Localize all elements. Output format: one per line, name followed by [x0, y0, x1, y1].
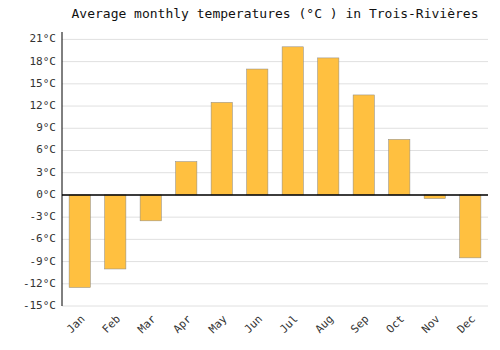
y-tick-label: 21°C [30, 32, 57, 45]
x-tick-label: Jun [242, 313, 265, 336]
x-tick-label: Jul [277, 313, 300, 336]
title: Average monthly temperatures (°C ) in Tr… [72, 6, 479, 21]
x-tick-label: Aug [313, 313, 336, 336]
bar [460, 195, 481, 258]
grid-line [62, 150, 488, 151]
x-tick-label: Mar [135, 312, 159, 336]
y-axis-labels: -15°C -12°C -9°C -6°C -3°C 0°C 3°C 6°C 9°C 12°C 15… [23, 32, 56, 312]
bar [318, 58, 339, 195]
page: {"chart_data": {"type": "bar", "title": … [0, 0, 500, 350]
x-axis-labels: Jan Feb Mar Apr May Jun Jul Aug Sep Oct Nov Dec [64, 312, 478, 336]
y-tick-label: -6°C [30, 232, 57, 245]
bar [211, 102, 232, 195]
y-tick-label: -12°C [23, 277, 56, 290]
x-tick-label: Nov [419, 312, 443, 336]
y-tick-label: -3°C [30, 210, 57, 223]
bar [282, 47, 303, 195]
x-tick-label: Apr [171, 312, 195, 336]
y-tick-label: -9°C [30, 255, 57, 268]
bars [69, 47, 481, 288]
grid-line [62, 39, 488, 40]
x-tick-label: Feb [100, 313, 123, 336]
grid-line [62, 172, 488, 173]
y-axis-line [62, 32, 63, 306]
bar [140, 195, 161, 221]
grid-line [62, 128, 488, 129]
y-tick-label: 3°C [36, 166, 56, 179]
y-tick-label: 0°C [36, 188, 56, 201]
y-tick-label: 18°C [30, 55, 57, 68]
grid-line [62, 194, 488, 195]
bar [176, 162, 197, 195]
grid-line [62, 83, 488, 84]
bar [389, 139, 410, 195]
chart-container: -15°C -12°C -9°C -6°C -3°C 0°C 3°C 6°C 9°C 12°C 15… [0, 0, 500, 350]
grid-line [62, 106, 488, 107]
y-tick-label: 9°C [36, 121, 56, 134]
chart-svg: -15°C -12°C -9°C -6°C -3°C 0°C 3°C 6°C 9°C 12°C 15… [0, 0, 500, 350]
zero-line [62, 194, 488, 196]
y-tick-label: 15°C [30, 77, 57, 90]
grid-line [62, 283, 488, 284]
x-tick-label: Oct [384, 313, 407, 336]
bar [353, 95, 374, 195]
bar [69, 195, 90, 288]
grid-line [62, 61, 488, 62]
grid-line [62, 306, 488, 307]
y-tick-label: 12°C [30, 99, 57, 112]
y-tick-label: -15°C [23, 299, 56, 312]
x-tick-label: Dec [455, 313, 478, 336]
bar [247, 69, 268, 195]
grid [62, 39, 488, 306]
y-tick-label: 6°C [36, 143, 56, 156]
x-tick-label: Sep [348, 313, 371, 336]
x-tick-label: May [206, 312, 230, 336]
bar [105, 195, 126, 269]
x-tick-label: Jan [64, 313, 87, 336]
